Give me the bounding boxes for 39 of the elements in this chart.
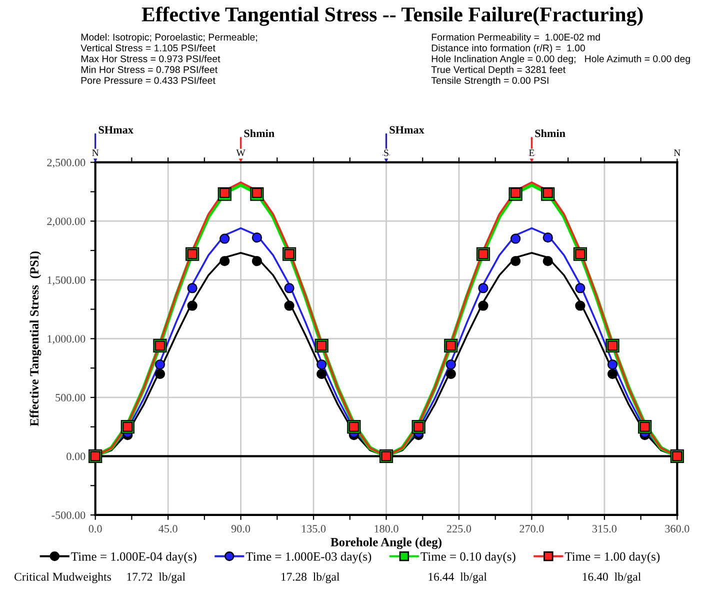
text: 16.44 lb/gal <box>428 572 487 584</box>
legend-label: Time = 1.00 day(s) <box>564 552 660 564</box>
y-tick-label: 2,000.00 <box>47 218 86 227</box>
text: 17.72 lb/gal <box>127 572 186 584</box>
text: Model: Isotropic; Poroelastic; Permeable; Vertical Stress = 1.105 PSI/feet Max Hor Stress = 0.973 PSI/feet Min Hor Stress = 0.798 PSI/feet Pore Pressure = 0.433 PSI/feet <box>80 33 257 84</box>
text: SHmax <box>390 126 424 134</box>
text: W <box>236 150 246 156</box>
text: Shmin <box>535 129 566 138</box>
x-axis-title: Borehole Angle (deg) <box>330 538 442 549</box>
y-tick-label: -500.00 <box>52 511 86 519</box>
y-tick-label: 1,000.00 <box>48 335 86 344</box>
y-tick-label: 0.00 <box>66 452 86 460</box>
text: N <box>92 150 99 156</box>
chart-title: Effective Tangential Stress -- Tensile Failure(Fracturing) <box>142 6 643 26</box>
y-tick-label: 2,500.00 <box>47 158 86 168</box>
text: SHmax <box>98 126 134 134</box>
x-tick-label: 225.0 <box>446 525 472 533</box>
y-axis-title: Effective Tangential Stress (PSI) <box>30 251 42 426</box>
x-tick-label: 90.0 <box>231 525 250 533</box>
legend-label: Time = 1.000E-04 day(s) <box>71 552 196 564</box>
text: 16.40 lb/gal <box>582 572 641 584</box>
text: S <box>384 150 388 156</box>
x-tick-label: 360.0 <box>665 525 690 533</box>
text: E <box>529 150 534 156</box>
text: Critical Mudweights <box>14 572 111 584</box>
legend-label: Time = 0.10 day(s) <box>420 552 516 564</box>
y-tick-label: 500.00 <box>56 394 86 402</box>
x-tick-label: 315.0 <box>592 525 617 533</box>
x-tick-label: 270.0 <box>520 525 544 533</box>
legend-label: Time = 1.000E-03 day(s) <box>246 552 372 564</box>
x-tick-label: 135.0 <box>302 525 326 533</box>
text: N <box>674 150 680 156</box>
text: Shmin <box>244 129 274 138</box>
x-tick-label: 180.0 <box>374 525 398 533</box>
y-tick-label: 1,500.00 <box>48 276 86 286</box>
x-tick-label: 0.0 <box>88 525 102 533</box>
text: Formation Permeability = 1.00E-02 md Distance into formation (r/R) = 1.00 Hole Inclination Angle = 0.00 deg; Hole Azimuth = 0.00 deg True Vertical Depth = 3281 feet Tensile Strength = 0.00 PSI <box>431 33 690 86</box>
text: 17.28 lb/gal <box>281 572 340 584</box>
x-tick-label: 45.0 <box>158 525 178 533</box>
